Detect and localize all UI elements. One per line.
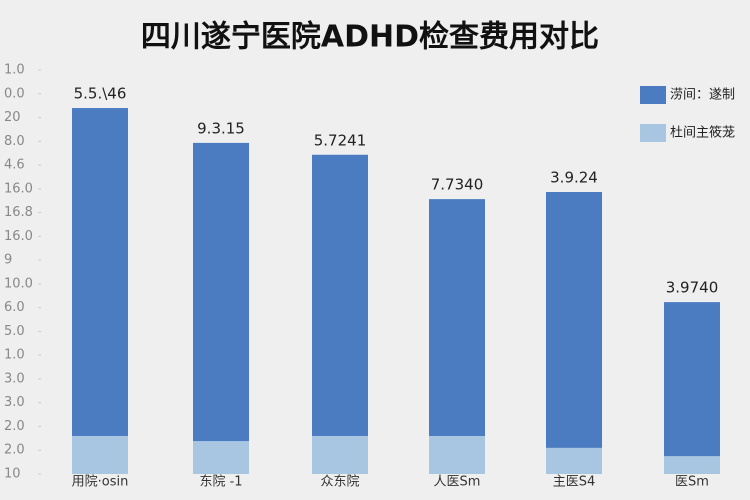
y-tick-label: 16.8 (4, 205, 33, 220)
bar-segment (546, 191, 602, 448)
bar-segment (193, 142, 249, 442)
bar-segment (546, 447, 602, 474)
bar-segment (312, 154, 368, 436)
annotation: 7.7340 (431, 176, 484, 194)
y-tick-label: 6.0 (4, 300, 25, 315)
bar-segment (193, 441, 249, 474)
x-tick-label: 用院·osin (72, 475, 129, 490)
y-tick-label: 1.0 (4, 63, 25, 78)
bar-segment (664, 456, 720, 474)
y-tick-label: 10.0 (4, 276, 33, 291)
bar-segment (664, 302, 720, 457)
annotation: 9.3.15 (197, 119, 245, 137)
y-tick-label: 10 (4, 467, 21, 482)
legend-label: 杜间主筱茏 (670, 125, 735, 141)
annotation: 3.9740 (666, 279, 719, 297)
bar-segment (312, 435, 368, 474)
y-tick-label: 16.0 (4, 229, 33, 244)
y-tick-label: 3.0 (4, 395, 25, 410)
y-tick-label: 2.0 (4, 419, 25, 434)
bar-segment (72, 435, 128, 474)
annotation: 3.9.24 (550, 168, 598, 186)
bar-segment (429, 435, 485, 474)
y-tick-label: 8.0 (4, 134, 25, 149)
x-tick-label: 医Sm (675, 475, 709, 490)
y-tick-label: 16.0 (4, 181, 33, 196)
annotation: 5.7241 (314, 131, 367, 149)
legend-swatch (640, 124, 666, 142)
y-tick-label: 20 (4, 110, 21, 125)
y-tick-label: 5.0 (4, 324, 25, 339)
x-tick-label: 众东院 (320, 475, 359, 490)
y-tick-label: 9 (4, 253, 12, 268)
bar-segment (72, 108, 128, 436)
y-tick-label: 1.0 (4, 348, 25, 363)
x-tick-label: 人医Sm (434, 475, 481, 490)
y-tick-label: 2.0 (4, 443, 25, 458)
legend-label: 涝间：遂制 (670, 87, 735, 103)
x-tick-label: 东院 -1 (199, 475, 242, 490)
annotation: 5.5.\46 (74, 85, 127, 103)
x-tick-label: 主医S4 (553, 475, 596, 490)
y-tick-label: 4.6 (4, 158, 25, 173)
bar-segment (429, 199, 485, 436)
y-tick-label: 3.0 (4, 371, 25, 386)
chart-title: 四川遂宁医院ADHD检查费用对比 (141, 20, 599, 55)
y-tick-label: 0.0 (4, 86, 25, 101)
legend-swatch (640, 86, 666, 104)
